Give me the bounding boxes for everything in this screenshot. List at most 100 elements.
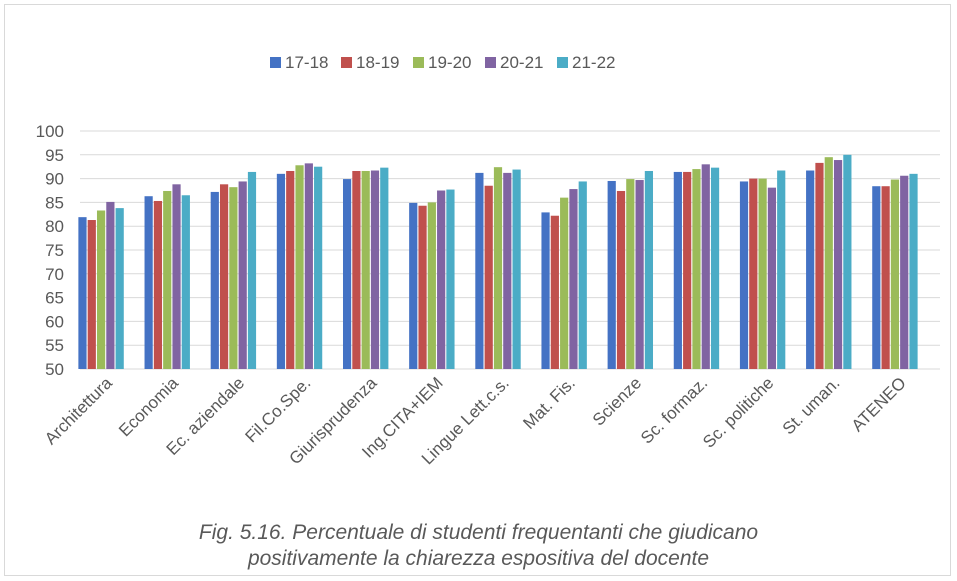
- bar-20-21-9: [701, 164, 710, 369]
- bar-chart: 50 55 60 65 70 75 80 85 90 95 100 Architettura Econo…: [36, 53, 940, 468]
- bar-18-19-11: [815, 162, 824, 369]
- bar-18-19-6: [484, 185, 493, 369]
- bar-18-19-9: [683, 171, 692, 369]
- bar-19-20-7: [560, 197, 569, 369]
- bar-19-20-10: [758, 178, 767, 369]
- bar-19-20-6: [493, 167, 503, 369]
- bar-19-20-5: [427, 202, 436, 369]
- legend-label-17-18: 17-18: [285, 53, 328, 72]
- y-tick-label: 60: [45, 312, 64, 331]
- bar-18-19-2: [219, 184, 229, 369]
- bar-20-21-5: [437, 190, 446, 369]
- legend-label-21-22: 21-22: [572, 53, 615, 72]
- bar-17-18-6: [475, 172, 484, 369]
- bar-20-21-4: [370, 170, 380, 369]
- bar-18-19-10: [749, 178, 758, 369]
- bar-17-18-11: [806, 170, 815, 369]
- bar-20-21-8: [635, 180, 644, 369]
- x-tick-label: St. uman.: [779, 373, 844, 438]
- bar-21-22-5: [446, 189, 455, 369]
- bar-20-21-1: [172, 184, 181, 369]
- legend-swatch-17-18: [270, 57, 281, 68]
- bar-17-18-10: [739, 181, 749, 369]
- bar-18-19-7: [550, 215, 559, 369]
- bar-21-22-1: [181, 195, 190, 369]
- bar-17-18-4: [342, 179, 352, 369]
- bar-19-20-4: [361, 170, 370, 369]
- bar-21-22-11: [843, 154, 852, 369]
- bar-21-22-10: [777, 170, 786, 369]
- bar-19-20-9: [692, 169, 701, 369]
- x-tick-label: Mat. Fis.: [519, 373, 579, 433]
- bar-20-21-6: [503, 172, 512, 369]
- bar-20-21-0: [106, 201, 115, 369]
- bar-20-21-10: [767, 187, 777, 369]
- bar-18-19-3: [286, 170, 295, 369]
- bar-21-22-6: [512, 169, 521, 369]
- bar-20-21-3: [304, 163, 313, 369]
- legend-swatch-20-21: [485, 57, 496, 68]
- bar-19-20-11: [824, 157, 833, 369]
- bar-18-19-12: [881, 186, 890, 369]
- bar-17-18-8: [607, 180, 616, 369]
- y-tick-label: 50: [45, 360, 64, 379]
- bar-17-18-5: [409, 202, 418, 369]
- bar-17-18-12: [872, 186, 881, 369]
- legend-swatch-18-19: [341, 57, 352, 68]
- y-tick-label: 100: [36, 122, 64, 141]
- y-tick-label: 80: [45, 217, 64, 236]
- y-tick-label: 85: [45, 193, 64, 212]
- bar-21-22-2: [247, 171, 257, 369]
- bar-21-22-7: [578, 181, 587, 369]
- bar-17-18-7: [541, 212, 550, 369]
- bars: [78, 154, 918, 369]
- legend-swatch-19-20: [413, 57, 424, 68]
- x-tick-label: Architettura: [41, 373, 116, 448]
- y-tick-label: 75: [45, 241, 64, 260]
- legend-label-20-21: 20-21: [500, 53, 543, 72]
- caption-line-1: Fig. 5.16. Percentuale di studenti frequ…: [198, 521, 759, 544]
- bar-19-20-0: [96, 210, 106, 369]
- legend-swatch-21-22: [557, 57, 568, 68]
- x-tick-label: Economia: [115, 373, 182, 440]
- bar-18-19-0: [87, 220, 96, 369]
- bar-17-18-2: [210, 191, 219, 369]
- legend-label-18-19: 18-19: [356, 53, 399, 72]
- bar-17-18-3: [276, 173, 286, 369]
- y-tick-label: 55: [45, 336, 64, 355]
- legend-label-19-20: 19-20: [428, 53, 471, 72]
- bar-19-20-12: [890, 179, 900, 369]
- bar-20-21-2: [238, 181, 247, 369]
- y-tick-label: 70: [45, 265, 64, 284]
- bar-17-18-1: [144, 196, 153, 369]
- bar-18-19-8: [616, 190, 626, 369]
- bar-20-21-12: [900, 175, 909, 369]
- x-tick-label: ATENEO: [848, 373, 910, 435]
- bar-21-22-9: [710, 167, 720, 369]
- bar-19-20-1: [163, 190, 172, 369]
- bar-21-22-8: [644, 170, 654, 369]
- caption-line-2: positivamente la chiarezza espositiva de…: [247, 547, 710, 570]
- figure-caption: Fig. 5.16. Percentuale di studenti frequ…: [0, 520, 957, 572]
- bar-18-19-5: [418, 205, 427, 369]
- bar-18-19-1: [153, 200, 163, 369]
- bar-19-20-2: [229, 187, 238, 369]
- x-tick-label: Sc. politiche: [699, 373, 777, 451]
- bar-19-20-8: [626, 179, 635, 369]
- y-tick-label: 90: [45, 170, 64, 189]
- bar-18-19-4: [352, 170, 361, 369]
- bar-21-22-3: [314, 166, 323, 369]
- bar-21-22-0: [115, 208, 124, 369]
- x-tick-label: Scienze: [589, 373, 645, 429]
- y-tick-label: 65: [45, 289, 64, 308]
- x-tick-label: Fil.Co.Spe.: [241, 373, 314, 446]
- bar-20-21-11: [833, 160, 843, 369]
- bar-21-22-4: [380, 167, 389, 369]
- bar-19-20-3: [295, 165, 304, 369]
- bar-17-18-9: [673, 171, 682, 369]
- bar-21-22-12: [909, 173, 918, 369]
- y-tick-label: 95: [45, 146, 64, 165]
- legend: 17-18 18-19 19-20 20-21 21-22: [270, 53, 615, 72]
- bar-17-18-0: [78, 217, 87, 369]
- bar-20-21-7: [569, 189, 578, 369]
